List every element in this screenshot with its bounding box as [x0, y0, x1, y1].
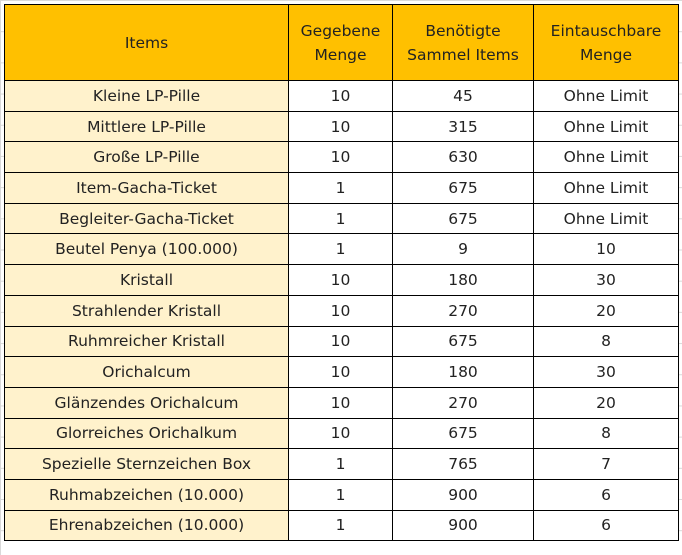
exchange-limit-cell: 7 — [533, 448, 679, 480]
header-exchange-limit: Eintauschbare Menge — [533, 4, 679, 81]
given-amount-cell: 10 — [288, 356, 393, 388]
exchange-limit-cell: 10 — [533, 233, 679, 266]
required-items-cell: 270 — [392, 386, 534, 419]
table-row: Ehrenabzeichen (10.000) 1 900 6 — [4, 509, 679, 542]
exchange-limit-cell: Ohne Limit — [533, 172, 679, 204]
item-name-cell: Kleine LP-Pille — [4, 80, 289, 112]
item-name-cell: Glänzendes Orichalcum — [4, 386, 289, 419]
table-row: Große LP-Pille 10 630 Ohne Limit — [4, 141, 679, 174]
required-items-cell: 180 — [392, 356, 534, 388]
given-amount-cell: 1 — [288, 172, 393, 204]
required-items-cell: 675 — [392, 172, 534, 204]
required-items-cell: 630 — [392, 141, 534, 174]
table-row: Item-Gacha-Ticket 1 675 Ohne Limit — [4, 172, 679, 204]
exchange-limit-cell: 20 — [533, 386, 679, 419]
item-name-cell: Strahlender Kristall — [4, 294, 289, 327]
table-row: Orichalcum 10 180 30 — [4, 356, 679, 388]
exchange-limit-cell: Ohne Limit — [533, 110, 679, 143]
required-items-cell: 270 — [392, 294, 534, 327]
header-given-amount: Gegebene Menge — [288, 4, 393, 81]
item-name-cell: Große LP-Pille — [4, 141, 289, 174]
table-row: Ruhmabzeichen (10.000) 1 900 6 — [4, 478, 679, 511]
given-amount-cell: 1 — [288, 233, 393, 266]
required-items-cell: 180 — [392, 264, 534, 296]
table-row: Glänzendes Orichalcum 10 270 20 — [4, 386, 679, 419]
header-line: Items — [124, 33, 169, 52]
required-items-cell: 900 — [392, 478, 534, 511]
item-name-cell: Orichalcum — [4, 356, 289, 388]
given-amount-cell: 10 — [288, 141, 393, 174]
exchange-limit-cell: 8 — [533, 417, 679, 450]
exchange-limit-cell: 30 — [533, 264, 679, 296]
given-amount-cell: 10 — [288, 80, 393, 112]
table-row: Spezielle Sternzeichen Box 1 765 7 — [4, 448, 679, 480]
exchange-limit-cell: Ohne Limit — [533, 141, 679, 174]
table-row: Strahlender Kristall 10 270 20 — [4, 294, 679, 327]
item-name-cell: Glorreiches Orichalkum — [4, 417, 289, 450]
exchange-limit-cell: 8 — [533, 325, 679, 358]
table-row: Beutel Penya (100.000) 1 9 10 — [4, 233, 679, 266]
header-line: Gegebene — [300, 21, 381, 40]
item-name-cell: Ruhmreicher Kristall — [4, 325, 289, 358]
header-line: Menge — [579, 45, 633, 64]
item-name-cell: Item-Gacha-Ticket — [4, 172, 289, 204]
exchange-limit-cell: 20 — [533, 294, 679, 327]
required-items-cell: 675 — [392, 325, 534, 358]
item-name-cell: Mittlere LP-Pille — [4, 110, 289, 143]
required-items-cell: 675 — [392, 202, 534, 235]
exchange-limit-cell: 6 — [533, 509, 679, 542]
table-row: Ruhmreicher Kristall 10 675 8 — [4, 325, 679, 358]
required-items-cell: 900 — [392, 509, 534, 542]
given-amount-cell: 10 — [288, 325, 393, 358]
item-name-cell: Ruhmabzeichen (10.000) — [4, 478, 289, 511]
item-name-cell: Kristall — [4, 264, 289, 296]
table-row: Mittlere LP-Pille 10 315 Ohne Limit — [4, 110, 679, 143]
item-name-cell: Begleiter-Gacha-Ticket — [4, 202, 289, 235]
given-amount-cell: 1 — [288, 202, 393, 235]
header-line: Menge — [314, 45, 367, 64]
table-row: Kleine LP-Pille 10 45 Ohne Limit — [4, 80, 679, 112]
given-amount-cell: 1 — [288, 478, 393, 511]
exchange-limit-cell: 30 — [533, 356, 679, 388]
given-amount-cell: 1 — [288, 448, 393, 480]
item-name-cell: Ehrenabzeichen (10.000) — [4, 509, 289, 542]
required-items-cell: 675 — [392, 417, 534, 450]
required-items-cell: 9 — [392, 233, 534, 266]
item-name-cell: Beutel Penya (100.000) — [4, 233, 289, 266]
header-line: Benötigte — [425, 21, 501, 40]
table-row: Begleiter-Gacha-Ticket 1 675 Ohne Limit — [4, 202, 679, 235]
item-name-cell: Spezielle Sternzeichen Box — [4, 448, 289, 480]
table-row: Kristall 10 180 30 — [4, 264, 679, 296]
given-amount-cell: 10 — [288, 294, 393, 327]
required-items-cell: 315 — [392, 110, 534, 143]
given-amount-cell: 10 — [288, 110, 393, 143]
required-items-cell: 45 — [392, 80, 534, 112]
exchange-limit-cell: 6 — [533, 478, 679, 511]
header-required-items: Benötigte Sammel Items — [392, 4, 534, 81]
exchange-limit-cell: Ohne Limit — [533, 80, 679, 112]
given-amount-cell: 10 — [288, 417, 393, 450]
header-line: Eintauschbare — [550, 21, 662, 40]
header-row: Items Gegebene Menge Benötigte Sammel Item… — [4, 4, 679, 81]
header-line: Sammel Items — [407, 45, 519, 64]
exchange-table: Items Gegebene Menge Benötigte Sammel Item… — [4, 4, 679, 542]
header-items: Items — [4, 4, 289, 81]
given-amount-cell: 10 — [288, 264, 393, 296]
required-items-cell: 765 — [392, 448, 534, 480]
table-row: Glorreiches Orichalkum 10 675 8 — [4, 417, 679, 450]
given-amount-cell: 10 — [288, 386, 393, 419]
exchange-limit-cell: Ohne Limit — [533, 202, 679, 235]
given-amount-cell: 1 — [288, 509, 393, 542]
